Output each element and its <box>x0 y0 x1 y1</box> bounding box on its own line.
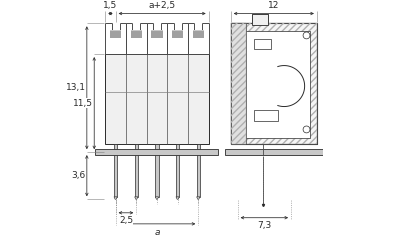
Bar <box>176 144 179 149</box>
Bar <box>197 155 200 197</box>
Bar <box>96 149 218 155</box>
Polygon shape <box>197 197 200 199</box>
Bar <box>231 23 246 144</box>
Bar <box>172 30 183 38</box>
Bar <box>155 155 159 197</box>
Bar <box>231 23 246 144</box>
Bar <box>197 144 200 149</box>
Bar <box>114 155 117 197</box>
Bar <box>231 23 317 144</box>
Text: a: a <box>154 228 160 237</box>
Bar <box>135 155 138 197</box>
Bar <box>254 110 278 121</box>
Bar <box>110 30 121 31</box>
Polygon shape <box>176 197 179 199</box>
Bar <box>254 39 271 49</box>
Bar <box>114 144 117 149</box>
Polygon shape <box>135 197 138 199</box>
Bar <box>236 31 310 138</box>
Bar <box>252 14 268 25</box>
Circle shape <box>303 32 310 39</box>
Text: 3,6: 3,6 <box>71 171 86 180</box>
Bar <box>151 30 163 38</box>
Bar <box>231 23 317 144</box>
Bar <box>225 149 323 155</box>
Polygon shape <box>114 197 117 199</box>
Text: 11,5: 11,5 <box>73 99 93 108</box>
Bar <box>131 30 142 38</box>
Bar <box>135 144 138 149</box>
Bar <box>192 30 204 38</box>
Bar <box>151 30 163 31</box>
Text: a+2,5: a+2,5 <box>148 1 176 10</box>
Bar <box>155 144 159 149</box>
Bar <box>192 30 204 31</box>
Text: 7,3: 7,3 <box>257 221 272 231</box>
Polygon shape <box>155 197 159 199</box>
Text: 1,5: 1,5 <box>103 1 118 10</box>
Text: 12: 12 <box>268 1 280 10</box>
Bar <box>176 155 179 197</box>
Text: 2,5: 2,5 <box>119 216 133 226</box>
Bar <box>105 54 209 144</box>
Bar <box>172 30 183 31</box>
Circle shape <box>303 126 310 133</box>
Text: 13,1: 13,1 <box>66 83 86 92</box>
Bar <box>131 30 142 31</box>
Bar <box>110 30 121 38</box>
